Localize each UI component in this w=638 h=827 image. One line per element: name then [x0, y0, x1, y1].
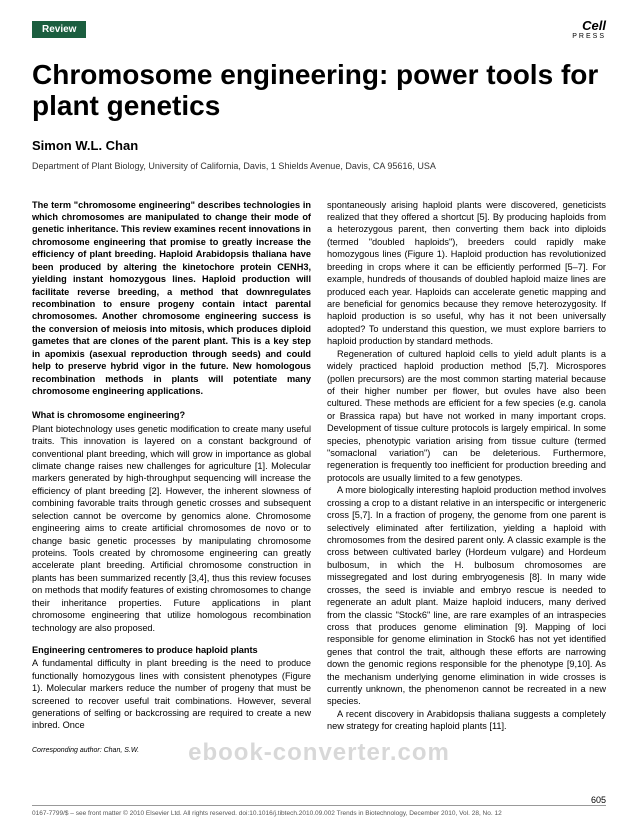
review-badge: Review — [32, 21, 86, 38]
left-column: The term "chromosome engineering" descri… — [32, 199, 311, 756]
abstract-text: The term "chromosome engineering" descri… — [32, 199, 311, 398]
col2-para4: A recent discovery in Arabidopsis thalia… — [327, 708, 606, 733]
page-container: Review Cell PRESS Chromosome engineering… — [0, 0, 638, 827]
press-sub: PRESS — [572, 33, 606, 40]
col2-para3: A more biologically interesting haploid … — [327, 484, 606, 708]
footer-citation: 0167-7799/$ – see front matter © 2010 El… — [32, 810, 502, 817]
press-logo: Cell — [572, 18, 606, 33]
section1-para1: Plant biotechnology uses genetic modific… — [32, 423, 311, 634]
article-title: Chromosome engineering: power tools for … — [32, 60, 606, 122]
corresponding-author: Corresponding author: Chan, S.W. — [32, 746, 311, 755]
footer-bar: 0167-7799/$ – see front matter © 2010 El… — [32, 805, 606, 817]
col2-para2: Regeneration of cultured haploid cells t… — [327, 348, 606, 485]
author-name: Simon W.L. Chan — [32, 138, 606, 153]
section-heading-1: What is chromosome engineering? — [32, 409, 311, 421]
press-logo-block: Cell PRESS — [572, 18, 606, 40]
section2-para1: A fundamental difficulty in plant breedi… — [32, 657, 311, 732]
author-affiliation: Department of Plant Biology, University … — [32, 161, 606, 171]
page-number: 605 — [591, 795, 606, 805]
top-bar: Review Cell PRESS — [32, 18, 606, 40]
body-columns: The term "chromosome engineering" descri… — [32, 199, 606, 756]
col2-para1: spontaneously arising haploid plants wer… — [327, 199, 606, 348]
right-column: spontaneously arising haploid plants wer… — [327, 199, 606, 756]
section-heading-2: Engineering centromeres to produce haplo… — [32, 644, 311, 656]
